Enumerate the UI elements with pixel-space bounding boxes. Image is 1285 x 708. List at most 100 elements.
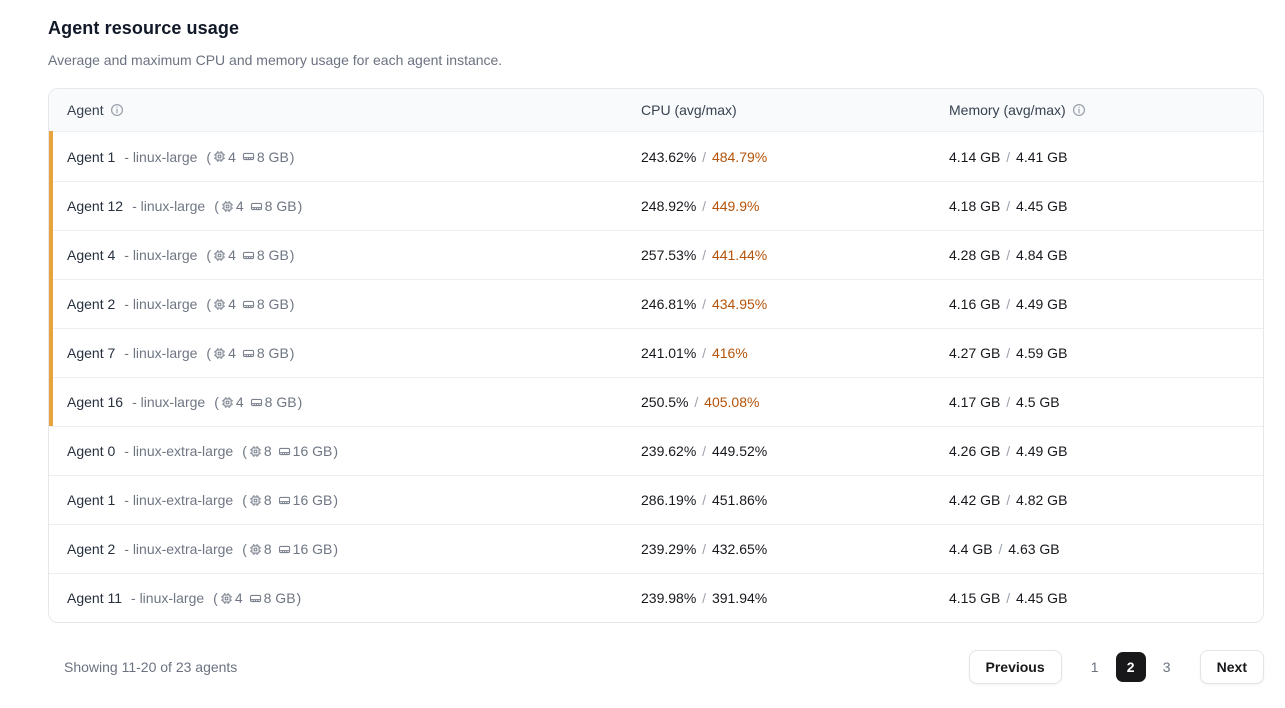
- memory-cell: 4.42 GB / 4.82 GB: [949, 492, 1263, 508]
- agent-instance-type: - linux-extra-large: [124, 443, 234, 459]
- value-separator: /: [698, 296, 710, 312]
- high-cpu-indicator: [49, 573, 53, 622]
- cpu-avg: 257.53%: [641, 247, 697, 263]
- cpu-cell: 250.5% / 405.08%: [641, 394, 949, 410]
- agent-instance-type: - linux-extra-large: [124, 492, 234, 508]
- agent-spec: ( 4 8 GB ): [206, 345, 294, 361]
- mem-max: 4.59 GB: [1016, 345, 1068, 361]
- agent-name: Agent 1: [67, 148, 116, 165]
- page-number-1[interactable]: 1: [1090, 659, 1099, 675]
- cpu-cell: 243.62% / 484.79%: [641, 149, 949, 165]
- memory-cell: 4.18 GB / 4.45 GB: [949, 198, 1263, 214]
- agent-instance-type: - linux-large: [131, 590, 205, 606]
- column-header-agent: Agent: [49, 102, 641, 118]
- spec-mem: 8 GB: [256, 247, 289, 263]
- value-separator: /: [1002, 296, 1015, 312]
- next-page-button[interactable]: Next: [1199, 650, 1264, 684]
- spec-cpus: 4: [228, 296, 236, 312]
- paren-close: ): [289, 296, 295, 312]
- agent-cell: Agent 0 - linux-extra-large ( 8 16 GB ): [49, 443, 641, 459]
- memory-icon: [242, 249, 255, 262]
- paren-open: (: [214, 198, 219, 214]
- cpu-chip-icon: [213, 347, 226, 360]
- cpu-chip-icon: [220, 592, 233, 605]
- value-separator: /: [1002, 345, 1015, 361]
- spec-cpus: 8: [263, 541, 272, 557]
- memory-cell: 4.26 GB / 4.49 GB: [949, 443, 1263, 459]
- mem-max: 4.63 GB: [1008, 541, 1060, 557]
- info-icon[interactable]: [1072, 103, 1086, 117]
- memory-cell: 4.4 GB / 4.63 GB: [949, 541, 1263, 557]
- previous-page-button[interactable]: Previous: [968, 650, 1062, 684]
- cpu-chip-icon: [213, 249, 226, 262]
- results-summary: Showing 11-20 of 23 agents: [64, 659, 238, 675]
- value-separator: /: [698, 541, 710, 557]
- paren-open: (: [242, 492, 247, 508]
- agent-instance-type: - linux-large: [124, 148, 198, 165]
- value-separator: /: [698, 443, 710, 459]
- spec-mem: 16 GB: [292, 541, 333, 557]
- agent-cell: Agent 4 - linux-large ( 4 8 GB ): [49, 247, 641, 263]
- high-cpu-indicator: [49, 328, 53, 377]
- mem-avg: 4.4 GB: [949, 541, 993, 557]
- spec-cpus: 4: [228, 345, 236, 361]
- value-separator: /: [1002, 394, 1015, 410]
- agent-name: Agent 11: [67, 590, 123, 606]
- table-row: Agent 2 - linux-extra-large ( 8 16 GB ) …: [49, 524, 1263, 573]
- high-cpu-indicator: [49, 377, 53, 426]
- high-cpu-indicator: [49, 426, 53, 475]
- cpu-chip-icon: [221, 396, 234, 409]
- agent-cell: Agent 1 - linux-extra-large ( 8 16 GB ): [49, 492, 641, 508]
- table-row: Agent 1 - linux-extra-large ( 8 16 GB ) …: [49, 475, 1263, 524]
- mem-max: 4.49 GB: [1016, 296, 1068, 312]
- cpu-cell: 239.29% / 432.65%: [641, 541, 949, 557]
- high-cpu-indicator: [49, 230, 53, 279]
- memory-icon: [242, 298, 255, 311]
- value-separator: /: [690, 394, 703, 410]
- mem-avg: 4.14 GB: [949, 148, 1001, 165]
- memory-cell: 4.16 GB / 4.49 GB: [949, 296, 1263, 312]
- mem-max: 4.41 GB: [1016, 148, 1068, 165]
- agent-name: Agent 0: [67, 443, 116, 459]
- cpu-cell: 241.01% / 416%: [641, 345, 949, 361]
- mem-avg: 4.16 GB: [949, 296, 1001, 312]
- cpu-max: 432.65%: [711, 541, 768, 557]
- cpu-avg: 243.62%: [641, 148, 697, 165]
- paren-open: (: [242, 541, 247, 557]
- cpu-avg: 241.01%: [641, 345, 697, 361]
- paren-close: ): [333, 443, 339, 459]
- cpu-chip-icon: [249, 543, 262, 556]
- cpu-avg: 239.98%: [641, 590, 697, 606]
- table-row: Agent 4 - linux-large ( 4 8 GB ) 257.53%…: [49, 230, 1263, 279]
- high-cpu-indicator: [49, 279, 53, 328]
- page-number-3[interactable]: 3: [1162, 659, 1171, 675]
- table-header-row: Agent CPU (avg/max) Memory (avg/max): [49, 89, 1263, 132]
- mem-avg: 4.15 GB: [949, 590, 1001, 606]
- memory-icon: [242, 347, 255, 360]
- spec-cpus: 8: [263, 443, 272, 459]
- column-header-memory-label: Memory (avg/max): [949, 102, 1066, 118]
- memory-cell: 4.17 GB / 4.5 GB: [949, 394, 1263, 410]
- memory-icon: [250, 396, 263, 409]
- column-header-memory: Memory (avg/max): [949, 102, 1263, 118]
- value-separator: /: [698, 148, 710, 165]
- column-header-agent-label: Agent: [67, 102, 104, 118]
- paren-close: ): [289, 148, 295, 165]
- agent-name: Agent 12: [67, 198, 124, 214]
- mem-avg: 4.17 GB: [949, 394, 1001, 410]
- cpu-cell: 248.92% / 449.9%: [641, 198, 949, 214]
- page-number-2[interactable]: 2: [1115, 652, 1146, 682]
- cpu-cell: 246.81% / 434.95%: [641, 296, 949, 312]
- table-row: Agent 2 - linux-large ( 4 8 GB ) 246.81%…: [49, 279, 1263, 328]
- table-row: Agent 16 - linux-large ( 4 8 GB ) 250.5%…: [49, 377, 1263, 426]
- info-icon[interactable]: [110, 103, 124, 117]
- value-separator: /: [1002, 443, 1015, 459]
- cpu-chip-icon: [249, 494, 262, 507]
- paren-close: ): [333, 541, 339, 557]
- spec-mem: 8 GB: [264, 394, 297, 410]
- agent-instance-type: - linux-large: [132, 394, 206, 410]
- paren-close: ): [289, 247, 295, 263]
- paren-open: (: [206, 345, 212, 361]
- high-cpu-indicator: [49, 475, 53, 524]
- memory-icon: [278, 494, 291, 507]
